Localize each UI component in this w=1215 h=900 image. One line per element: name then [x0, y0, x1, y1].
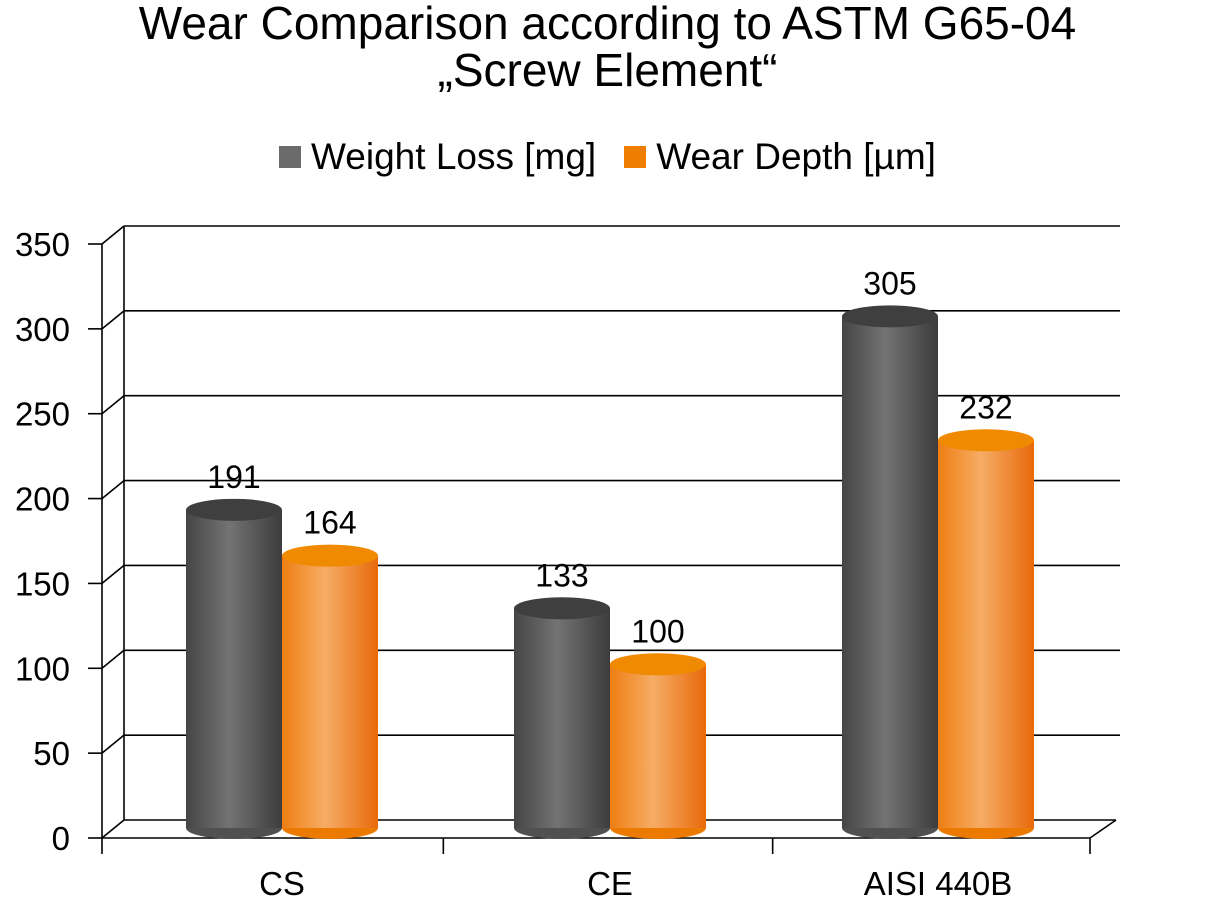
data-label: 191 [207, 459, 260, 495]
wall-diagonal [101, 395, 125, 415]
bar-top [186, 498, 282, 521]
y-tick-label: 200 [15, 481, 70, 518]
bar [842, 316, 938, 828]
bar [514, 608, 610, 828]
legend-swatch-wear-depth [624, 146, 647, 168]
x-tick-label: CE [587, 865, 633, 900]
data-label: 232 [959, 389, 1012, 425]
data-label: 305 [863, 265, 916, 301]
bar-top [514, 597, 610, 620]
wall-diagonal [101, 310, 125, 330]
wall-diagonal [101, 225, 125, 245]
y-tick-label: 100 [15, 650, 70, 687]
y-tick-label: 150 [15, 565, 70, 602]
bar-top [842, 305, 938, 328]
chart-title-line-1: Wear Comparison according to ASTM G65-04 [138, 0, 1077, 49]
x-tick-label: AISI 440B [864, 865, 1013, 900]
chart-legend: Weight Loss [mg] Wear Depth [µm] [0, 136, 1215, 178]
y-tick-label: 250 [15, 396, 70, 433]
bar-top [282, 544, 378, 567]
legend-item-wear-depth: Wear Depth [µm] [624, 136, 936, 178]
wall-diagonal [101, 649, 125, 669]
bar-top [610, 653, 706, 676]
wall-diagonal [101, 734, 125, 754]
wall-diagonal [101, 479, 125, 500]
data-label: 100 [631, 613, 684, 649]
wall-diagonal [101, 819, 125, 839]
wall-diagonal [101, 564, 125, 585]
bar [186, 509, 282, 828]
legend-label-wear-depth: Wear Depth [µm] [656, 136, 936, 177]
legend-item-weight-loss: Weight Loss [mg] [279, 136, 596, 178]
data-label: 133 [535, 557, 588, 593]
y-tick-label: 0 [52, 820, 70, 857]
legend-swatch-weight-loss [279, 146, 302, 168]
bar [938, 440, 1034, 828]
floor-right-edge [1089, 819, 1117, 839]
y-tick-label: 350 [15, 226, 70, 263]
data-label: 164 [303, 505, 356, 541]
bar [610, 664, 706, 828]
legend-label-weight-loss: Weight Loss [mg] [311, 136, 597, 177]
bar-top [938, 429, 1034, 452]
bar [282, 555, 378, 828]
y-tick-label: 300 [15, 311, 70, 348]
x-tick-label: CS [259, 865, 305, 900]
chart-title-line-2: „Screw Element“ [437, 44, 778, 96]
chart-title: Wear Comparison according to ASTM G65-04… [0, 0, 1215, 94]
y-tick-label: 50 [33, 735, 70, 772]
